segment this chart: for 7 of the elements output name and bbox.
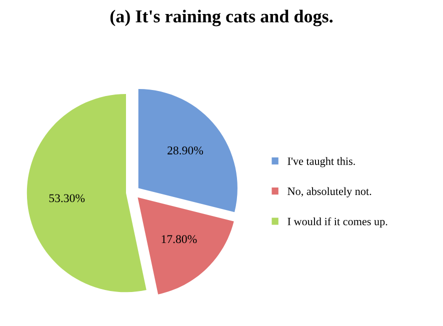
legend-label: I've taught this. [288,157,355,168]
data-label: 17.80% [162,235,197,244]
chart-title: (a) It's raining cats and dogs. [110,10,333,26]
data-label: 28.90% [168,146,204,154]
legend-label: I would if it comes up. [288,217,388,228]
legend-label: No, absolutely not. [288,187,372,198]
data-label: 53.30% [49,194,85,202]
